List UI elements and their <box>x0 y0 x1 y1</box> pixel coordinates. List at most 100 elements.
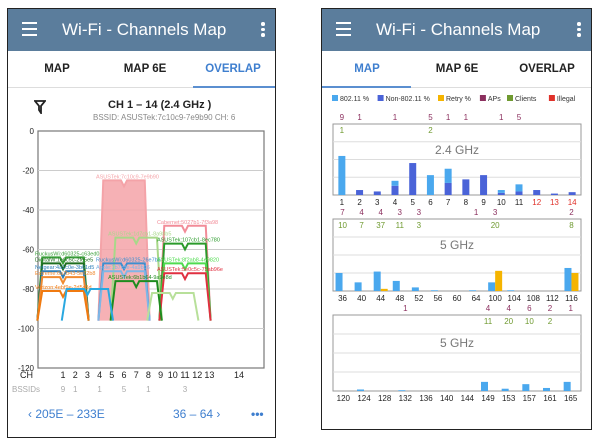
80211-bar <box>373 271 381 291</box>
channel-label: 128 <box>378 394 392 403</box>
network-label: ASUSTek:7c10c9-7e9b90 <box>96 174 159 180</box>
non-80211-bar <box>462 179 470 195</box>
y-tick-label: 0 <box>30 127 35 136</box>
channel-label: 8 <box>464 198 469 207</box>
ap-count: 7 <box>340 208 345 217</box>
legend-swatch <box>377 95 384 101</box>
tab-bar: MAP MAP 6E OVERLAP <box>322 51 591 88</box>
more-options-icon[interactable] <box>261 22 265 39</box>
non-80211-bar <box>409 163 417 195</box>
legend-label: Retry % <box>446 96 471 103</box>
channel-label: 9 <box>158 370 163 380</box>
more-button[interactable]: ••• <box>251 407 264 421</box>
client-count: 1 <box>340 126 345 135</box>
channel-label: 124 <box>357 394 371 403</box>
next-range-button[interactable]: 36 – 64 › <box>173 407 220 421</box>
ap-count: 5 <box>428 113 433 122</box>
network-curve <box>36 262 90 321</box>
tab-overlap[interactable]: OVERLAP <box>519 63 575 75</box>
non-80211-bar <box>373 191 381 195</box>
channel-label: 5 <box>410 198 415 207</box>
band-label: 5 GHz <box>440 238 474 252</box>
80211-bar <box>335 273 343 291</box>
y-tick-label: -120 <box>18 364 35 373</box>
channel-label: 3 <box>85 370 90 380</box>
ap-count: 9 <box>340 113 345 122</box>
channel-label: 100 <box>488 294 502 303</box>
menu-icon[interactable] <box>22 22 37 36</box>
legend-item: APs <box>479 95 501 103</box>
channel-label: 13 <box>204 370 214 380</box>
channel-label: 44 <box>376 294 385 303</box>
non-80211-bar <box>391 185 399 195</box>
y-tick-label: -20 <box>22 167 34 176</box>
client-count: 3 <box>417 221 422 230</box>
channel-label: 4 <box>393 198 398 207</box>
tab-map-6e[interactable]: MAP 6E <box>123 63 167 75</box>
prev-range-button[interactable]: ‹ 205E – 233E <box>28 407 105 421</box>
network-label: ASUSTek:1d7cb1-8a98b5 <box>108 232 171 238</box>
band-panel: 5 GHz 120 124 128 132 1 136 140 144 149 4 11 153 4 20 1… <box>332 304 582 403</box>
channel-label: 60 <box>453 294 462 303</box>
network-curve <box>36 289 90 321</box>
more-options-icon[interactable] <box>577 22 581 39</box>
active-tab-indicator <box>322 85 411 88</box>
app-bar: Wi-Fi - Channels Map <box>8 9 275 51</box>
non-80211-bar <box>515 191 523 195</box>
channel-label: 1 <box>60 370 65 380</box>
tab-map[interactable]: MAP <box>354 63 380 75</box>
80211-bar <box>338 155 346 195</box>
retry-bar <box>571 273 579 291</box>
channel-label: 11 <box>515 198 524 207</box>
tab-map-6e[interactable]: MAP 6E <box>435 63 479 75</box>
bssid-count: 5 <box>122 385 127 394</box>
network-curve <box>109 280 163 321</box>
ap-count: 1 <box>464 113 469 122</box>
network-curve <box>158 262 212 321</box>
channel-label: 5 <box>109 370 114 380</box>
legend-swatch <box>332 95 338 101</box>
channel-label: 10 <box>168 370 178 380</box>
network-curve <box>158 224 212 321</box>
bssids-label: BSSIDs <box>12 385 40 394</box>
channel-label: 120 <box>337 394 351 403</box>
y-tick-label: -100 <box>18 325 35 334</box>
channel-label: 112 <box>546 294 559 303</box>
app-title: Wi-Fi - Channels Map <box>376 20 541 39</box>
app-bar: Wi-Fi - Channels Map <box>322 9 591 51</box>
80211-bar <box>444 168 452 183</box>
network-label: Verizon:4ebf9e-2d5c8d <box>35 285 92 291</box>
ap-count: 1 <box>403 304 408 313</box>
80211-bar <box>488 282 496 291</box>
legend-swatch <box>438 95 444 101</box>
chevron-left-icon: ‹ <box>28 407 36 421</box>
channel-label: 12 <box>532 198 541 207</box>
channel-label: 56 <box>433 294 442 303</box>
filter-icon[interactable] <box>34 100 46 114</box>
y-tick-label: -60 <box>22 246 34 255</box>
network-label: RuckusWi:d60325-26e7b5 <box>96 257 161 263</box>
channel-label: 10 <box>497 198 506 207</box>
network-curve <box>97 179 151 321</box>
channel-label: 104 <box>508 294 522 303</box>
channel-label: 144 <box>461 394 475 403</box>
channel-label: 136 <box>419 394 433 403</box>
tab-overlap[interactable]: OVERLAP <box>205 63 261 75</box>
network-label: RuckusWi:d60325-c63ed0 <box>35 251 100 257</box>
channel-label: 48 <box>395 294 404 303</box>
bssid-count: 1 <box>146 385 151 394</box>
menu-icon[interactable] <box>336 22 351 36</box>
80211-bar <box>507 290 515 291</box>
ap-count: 4 <box>486 304 491 313</box>
legend-label: 802.11 % <box>340 96 369 103</box>
channel-label: 8 <box>146 370 151 380</box>
ap-count: 4 <box>378 208 383 217</box>
network-label: Extreme:6a7b43-5e62b8 <box>35 271 96 277</box>
channel-label: 11 <box>180 370 189 380</box>
channel-label: 116 <box>565 294 578 303</box>
client-count: 10 <box>338 221 347 230</box>
channel-label: 1 <box>340 198 345 207</box>
ch-label: CH <box>20 370 33 380</box>
tab-map[interactable]: MAP <box>44 63 70 75</box>
80211-bar <box>497 190 505 193</box>
